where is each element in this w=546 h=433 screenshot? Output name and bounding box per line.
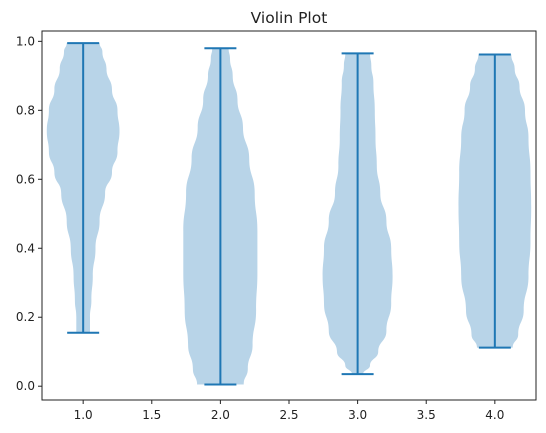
x-tick-label: 1.0 [74, 408, 93, 422]
x-tick-label: 4.0 [485, 408, 504, 422]
x-tick-label: 2.0 [211, 408, 230, 422]
violin-layer [46, 43, 532, 385]
x-axis: 1.0 1.5 2.0 2.5 3.0 3.5 4.0 [74, 400, 504, 422]
y-tick-label: 0.2 [16, 310, 35, 324]
y-tick-label: 0.4 [16, 241, 35, 255]
y-tick-label: 0.8 [16, 103, 35, 117]
y-tick-label: 0.0 [16, 379, 35, 393]
y-tick-label: 0.6 [16, 172, 35, 186]
y-axis: 0.0 0.2 0.4 0.6 0.8 1.0 [16, 34, 42, 393]
y-tick-label: 1.0 [16, 34, 35, 48]
x-tick-label: 1.5 [142, 408, 161, 422]
stat-layer [67, 42, 511, 386]
x-tick-label: 2.5 [279, 408, 298, 422]
chart-title: Violin Plot [251, 9, 328, 27]
x-tick-label: 3.0 [348, 408, 367, 422]
x-tick-label: 3.5 [417, 408, 436, 422]
